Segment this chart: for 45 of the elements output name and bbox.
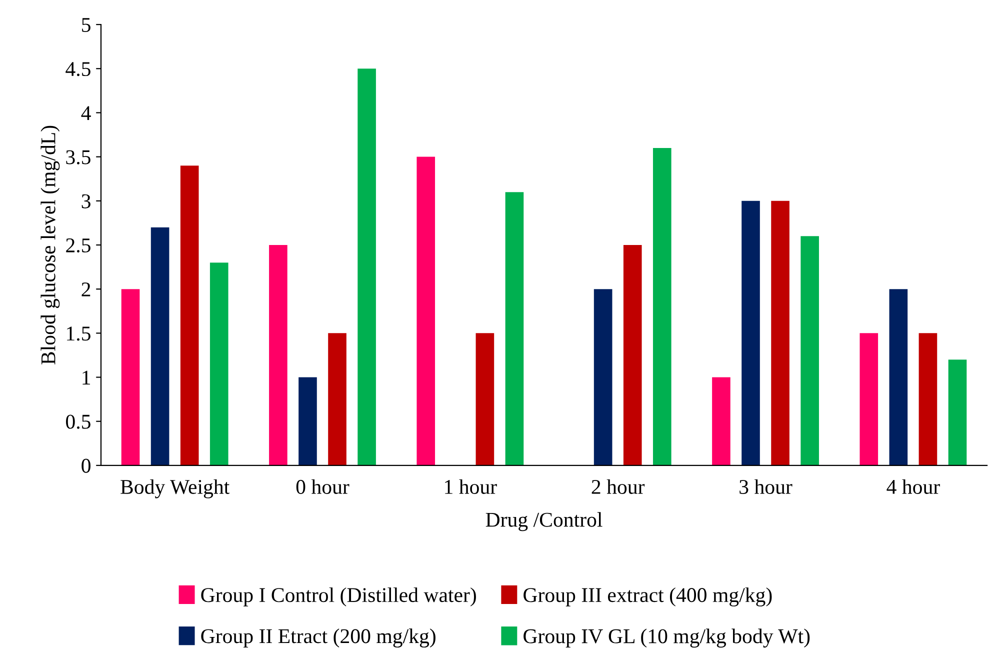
y-tick-label: 5 xyxy=(82,18,90,32)
bar xyxy=(771,200,790,466)
x-tick-label: 1 hour xyxy=(445,479,497,494)
legend-label: Group I Control (Distilled water) xyxy=(201,587,476,606)
y-tick-label: 4.5 xyxy=(66,62,90,76)
x-tick-label: 4 hour xyxy=(886,479,940,494)
bar xyxy=(358,68,376,466)
bar xyxy=(210,262,228,466)
bar xyxy=(712,377,730,466)
y-axis-title: Blood glucose level (mg/dL) xyxy=(40,126,60,364)
bar xyxy=(150,227,170,466)
legend-label: Group IV GL (10 mg/kg body Wt) xyxy=(524,628,810,648)
bar xyxy=(476,333,494,466)
y-tick-label: 0.5 xyxy=(66,414,90,429)
bar xyxy=(742,200,760,466)
y-tick-label: 4 xyxy=(81,106,91,120)
bar xyxy=(121,289,140,466)
y-tick-label: 3 xyxy=(82,194,90,208)
legend-label: Group III extract (400 mg/kg) xyxy=(524,587,772,606)
y-tick-label: 2.5 xyxy=(66,238,90,253)
bar xyxy=(328,333,346,466)
bar xyxy=(800,236,819,466)
bar xyxy=(416,156,436,466)
legend-label: Group II Etract (200 mg/kg) xyxy=(201,628,436,648)
x-tick-label: 3 hour xyxy=(740,479,792,494)
bar xyxy=(505,192,524,466)
bar xyxy=(623,244,642,466)
bar xyxy=(860,333,878,466)
bar xyxy=(298,377,317,466)
bar xyxy=(269,244,288,466)
x-tick-label: Body Weight xyxy=(120,479,230,498)
bar xyxy=(652,148,672,466)
x-tick-label: 0 hour xyxy=(296,479,350,494)
y-tick-label: 1 xyxy=(82,370,90,384)
y-tick-label: 0 xyxy=(82,458,90,473)
bar xyxy=(889,289,908,466)
y-tick-label: 1.5 xyxy=(67,326,90,341)
bar xyxy=(180,166,199,466)
y-tick-label: 3.5 xyxy=(66,150,90,164)
x-tick-label: 2 hour xyxy=(592,479,645,494)
bar xyxy=(918,333,938,466)
bar xyxy=(948,360,967,466)
x-axis-title: Drug /Control xyxy=(486,512,602,532)
y-tick-label: 2 xyxy=(82,282,90,296)
bar xyxy=(594,289,612,466)
